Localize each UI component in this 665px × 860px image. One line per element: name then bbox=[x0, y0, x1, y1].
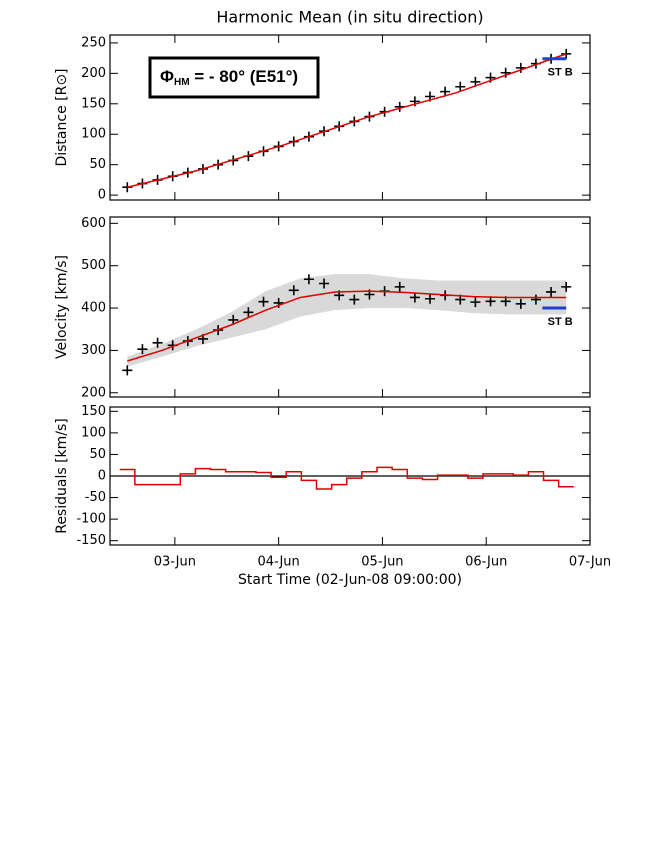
y-tick-label: 600 bbox=[81, 216, 106, 231]
y-tick-label: 50 bbox=[89, 447, 106, 462]
data-point bbox=[273, 297, 284, 308]
data-point bbox=[409, 292, 420, 303]
y-axis-label: Velocity [km/s] bbox=[54, 255, 70, 359]
x-tick-label: 05-Jun bbox=[361, 555, 403, 570]
y-tick-label: 150 bbox=[81, 96, 106, 111]
data-point bbox=[122, 182, 133, 193]
data-point bbox=[152, 337, 163, 348]
x-tick-label: 03-Jun bbox=[154, 555, 196, 570]
stb-label: ST B bbox=[548, 316, 573, 328]
y-axis-label: Distance [R⊙] bbox=[54, 68, 70, 166]
plot-frame bbox=[109, 406, 591, 546]
data-point bbox=[515, 298, 526, 309]
plot-frame bbox=[109, 34, 591, 201]
data-point bbox=[425, 293, 435, 304]
x-axis-label: Start Time (02-Jun-08 09:00:00) bbox=[238, 572, 462, 588]
data-point bbox=[394, 281, 405, 292]
data-point bbox=[455, 81, 466, 92]
y-tick-label: 400 bbox=[81, 301, 106, 316]
data-point bbox=[530, 294, 541, 305]
data-point bbox=[440, 86, 451, 97]
y-axis-label: Residuals [km/s] bbox=[54, 418, 70, 534]
y-tick-label: 500 bbox=[81, 258, 106, 273]
data-point bbox=[258, 296, 269, 307]
y-tick-label: 250 bbox=[81, 35, 106, 50]
annotation: ΦHM = - 80° (E51°) bbox=[160, 67, 298, 87]
y-tick-label: 50 bbox=[89, 157, 106, 172]
annotation-text: = - 80° (E51°) bbox=[190, 67, 299, 86]
uncertainty-band bbox=[127, 274, 567, 367]
data-point bbox=[546, 286, 557, 297]
plot-frame bbox=[109, 216, 591, 398]
fit-line bbox=[127, 53, 567, 188]
residual-step bbox=[119, 466, 574, 490]
data-point bbox=[349, 294, 360, 305]
y-tick-label: 300 bbox=[81, 343, 106, 358]
annotation-box bbox=[148, 56, 320, 99]
y-tick-label: 0 bbox=[98, 188, 106, 203]
x-tick-label: 06-Jun bbox=[465, 555, 507, 570]
stb-label: ST B bbox=[548, 67, 573, 79]
x-tick-label: 04-Jun bbox=[258, 555, 300, 570]
data-point bbox=[515, 62, 526, 73]
data-point bbox=[243, 307, 254, 318]
data-point bbox=[470, 297, 481, 308]
y-tick-label: -50 bbox=[85, 490, 106, 505]
fit-line bbox=[127, 290, 567, 362]
data-point bbox=[122, 365, 133, 376]
data-point bbox=[500, 67, 511, 78]
figure-title: Harmonic Mean (in situ direction) bbox=[216, 8, 483, 27]
y-tick-label: 200 bbox=[81, 385, 106, 400]
annotation-symbol: Φ bbox=[160, 67, 174, 86]
data-point bbox=[561, 281, 572, 292]
data-point bbox=[137, 344, 148, 355]
data-point bbox=[303, 274, 314, 285]
data-point bbox=[288, 285, 299, 296]
data-point bbox=[319, 278, 330, 289]
x-tick-label: 07-Jun bbox=[569, 555, 611, 570]
y-tick-label: 100 bbox=[81, 425, 106, 440]
annotation-subscript: HM bbox=[174, 77, 190, 88]
data-point bbox=[485, 296, 496, 307]
data-point bbox=[228, 314, 239, 325]
y-tick-label: 150 bbox=[81, 404, 106, 419]
y-tick-label: -150 bbox=[76, 533, 106, 548]
y-tick-label: 100 bbox=[81, 127, 106, 142]
y-tick-label: 0 bbox=[98, 469, 106, 484]
y-tick-label: 200 bbox=[81, 66, 106, 81]
y-tick-label: -100 bbox=[76, 512, 106, 527]
